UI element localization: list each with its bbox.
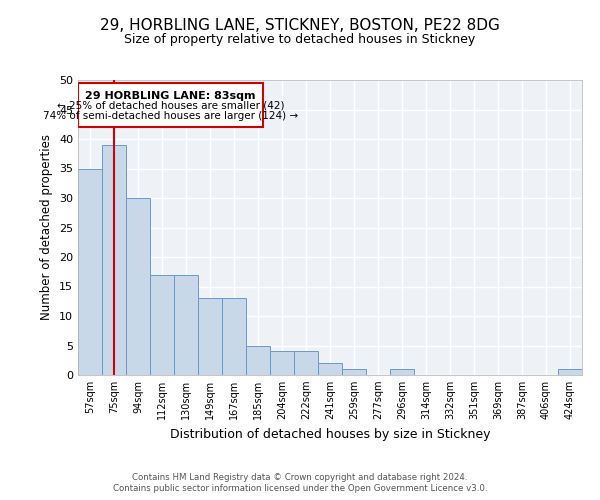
Bar (126, 198, 150, 375)
Text: Contains HM Land Registry data © Crown copyright and database right 2024.: Contains HM Land Registry data © Crown c… (132, 472, 468, 482)
Bar (246, 346, 270, 375)
Text: Contains public sector information licensed under the Open Government Licence v3: Contains public sector information licen… (113, 484, 487, 493)
Bar (102, 145, 126, 375)
Bar (270, 352, 294, 375)
Text: 29 HORBLING LANE: 83sqm: 29 HORBLING LANE: 83sqm (85, 90, 256, 101)
Text: 29, HORBLING LANE, STICKNEY, BOSTON, PE22 8DG: 29, HORBLING LANE, STICKNEY, BOSTON, PE2… (100, 18, 500, 32)
Bar (390, 369, 414, 375)
Text: ← 25% of detached houses are smaller (42): ← 25% of detached houses are smaller (42… (57, 100, 284, 110)
FancyBboxPatch shape (79, 83, 263, 127)
X-axis label: Distribution of detached houses by size in Stickney: Distribution of detached houses by size … (170, 428, 490, 440)
Bar (222, 298, 246, 375)
Bar (318, 363, 342, 375)
Bar (294, 352, 318, 375)
Bar (342, 369, 366, 375)
Bar (150, 274, 174, 375)
Bar (174, 274, 198, 375)
Bar (198, 298, 222, 375)
Bar (558, 369, 582, 375)
Y-axis label: Number of detached properties: Number of detached properties (40, 134, 53, 320)
Text: 74% of semi-detached houses are larger (124) →: 74% of semi-detached houses are larger (… (43, 112, 298, 122)
Bar (78, 168, 102, 375)
Text: Size of property relative to detached houses in Stickney: Size of property relative to detached ho… (124, 32, 476, 46)
